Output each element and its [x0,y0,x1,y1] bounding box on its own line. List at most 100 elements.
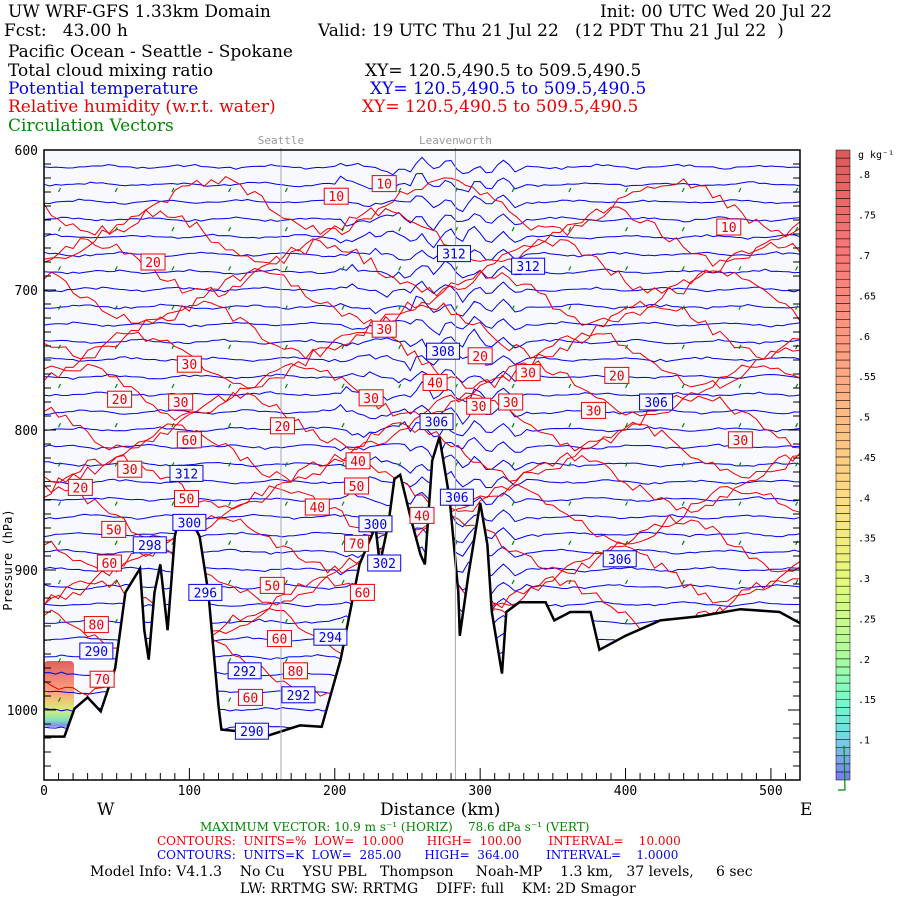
rh-contour-label: 20 [609,369,625,384]
circulation-vector [228,462,232,467]
circulation-vector [114,266,118,271]
rh-contour-label-box [96,554,122,572]
rh-contour-label-box [371,320,397,338]
rh-contour-label-box [67,478,93,496]
circulation-vector [228,187,232,193]
field-theta-xy: XY= 120.5,490.5 to 509.5,490.5 [370,79,647,99]
colorbar-cell [835,715,851,724]
rh-contour-label-box [727,431,753,449]
rh-contour-label-box [173,490,199,508]
colorbar-cell [835,182,851,191]
circulation-vector [341,266,345,271]
theta-contour-label-box [436,245,471,263]
x-tick-label: 0 [40,784,48,799]
circulation-vector [114,540,118,546]
rh-contour [43,267,801,330]
rh-contour-label-box [107,390,133,408]
circulation-vector [738,462,742,467]
theta-contour-label-box [313,628,348,646]
colorbar-cell [835,650,851,660]
rh-contour-label: 60 [272,633,288,648]
rh-contour-label: 20 [112,393,128,408]
rh-contour-label: 50 [179,493,195,508]
circulation-vector [511,422,515,428]
circulation-vector [341,305,345,310]
circulation-vector [114,579,118,585]
colorbar-tick-label: .55 [858,372,876,383]
rh-contour-label-box [466,397,492,415]
colorbar-cell [835,666,851,676]
circulation-vector [738,540,742,546]
rh-contour-label: 30 [363,392,379,407]
rh-contour-label: 20 [145,256,161,271]
theta-contour-label-box [234,722,269,740]
circulation-vector [681,305,685,310]
circulation-vector [228,658,232,663]
circulation-vector [795,422,799,428]
colorbar-cell [835,513,851,522]
x-axis-label: Distance (km) [380,800,501,820]
y-tick-label: 1000 [7,704,38,719]
circulation-vector [625,422,629,428]
circulation-vector [625,462,629,467]
circulation-vector [625,187,629,193]
colorbar-cell [835,238,851,248]
rh-contour [43,483,801,545]
rh-contour-label-box [345,452,371,470]
circulation-vector [738,187,742,193]
y-axis-label: Pressure (hPa) [1,509,15,610]
theta-contour [43,436,801,462]
circulation-vector [228,540,232,546]
east-label: E [800,800,813,820]
colorbar-cell [835,367,851,377]
x-tick-label: 400 [614,784,637,799]
terrain-mask [44,437,800,780]
colorbar-cell [835,602,851,611]
field-rh-xy: XY= 120.5,490.5 to 509.5,490.5 [362,97,639,117]
colorbar-tick-label: .6 [858,332,870,343]
rh-contour-label: 50 [106,523,122,538]
circulation-vector [568,383,572,389]
colorbar-cell [835,448,851,458]
colorbar-tick-label: .3 [858,574,870,585]
theta-contour-label: 292 [287,689,310,704]
circulation-vector [795,462,799,467]
colorbar-cell [835,424,851,433]
y-tick-label: 800 [15,424,38,439]
circulation-vector [341,344,345,350]
circulation-vector [284,187,288,193]
circulation-vector [341,226,345,232]
circulation-vector [568,226,572,232]
colorbar-cell [835,674,851,684]
rh-contour-label: 10 [328,190,344,205]
circulation-vector [625,383,629,389]
theta-contour-label-box [426,342,461,360]
theta-contour-label: 290 [85,645,108,660]
circulation-vector [58,540,62,546]
cloud-mixing-ratio-area [44,661,74,727]
colorbar-cell [835,230,851,240]
theta-contour-label-box [419,413,454,431]
circulation-vector [398,305,402,310]
theta-contour-label-box [511,257,546,275]
field-cloud: Total cloud mixing ratio [8,61,214,81]
circulation-vector [228,266,232,271]
colorbar-cell [835,335,851,345]
circulation-vector [58,266,62,271]
circulation-vector [171,226,175,232]
rh-contour-label-box [581,401,607,419]
rh-contour-label: 50 [349,480,365,495]
rh-contour-label: 10 [376,178,392,193]
circulation-vector [398,226,402,232]
rh-contour-label: 40 [414,509,430,524]
colorbar-tick-label: .4 [858,493,870,504]
rh-contour-label-box [269,417,295,435]
circulation-vector [511,501,515,506]
circulation-vector [58,658,62,663]
theta-contour-label: 306 [644,396,667,411]
colorbar-cell [835,400,851,409]
rh-contour-info: CONTOURS: UNITS=% LOW= 10.000 HIGH= 100.… [157,834,681,848]
circulation-vector [511,540,515,546]
theta-contour [43,295,801,317]
rh-contour-label-box [323,187,349,205]
